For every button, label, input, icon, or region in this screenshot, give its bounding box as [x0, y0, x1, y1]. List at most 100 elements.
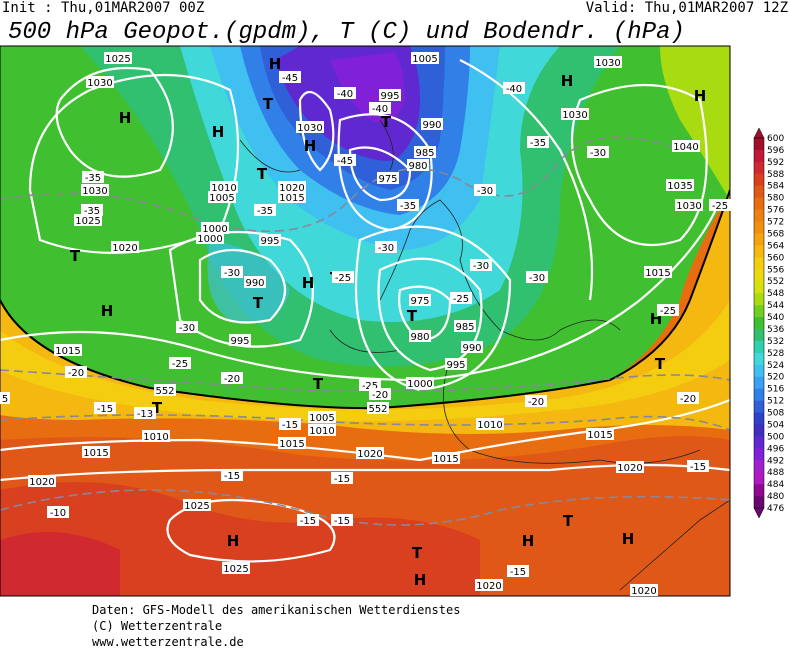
contour-label: 1010 [477, 420, 502, 431]
colorbar-swatch [754, 376, 764, 389]
contour-label: 990 [245, 278, 264, 289]
colorbar-label: 496 [767, 444, 784, 454]
contour-label-box [657, 304, 679, 316]
contour-label: -30 [590, 148, 606, 159]
contour-label: 1015 [645, 268, 670, 279]
contour-label-box [406, 377, 434, 389]
contour-label-box [331, 514, 353, 526]
contour-label-box [644, 266, 672, 278]
colorbar-label: 596 [767, 146, 784, 156]
contour-label: 1005 [309, 413, 334, 424]
contour-label-box [475, 579, 503, 591]
colorbar-label: 588 [767, 170, 784, 180]
contour-label-box [221, 372, 243, 384]
contour-label: -10 [50, 508, 66, 519]
contour-label-box [461, 341, 483, 353]
colorbar-swatch [754, 173, 764, 187]
pressure-center: T [655, 355, 666, 373]
contour-label: -35 [400, 201, 416, 212]
contour-label-box [445, 358, 467, 370]
colorbar-swatch [754, 197, 764, 210]
contour-label-box [476, 418, 504, 430]
contour-label: -45 [337, 156, 353, 167]
contour-label: 1015 [433, 454, 458, 465]
pressure-center: T [152, 399, 163, 417]
contour-label: 995 [230, 336, 249, 347]
contour-label: -30 [473, 261, 489, 272]
contour-label: -13 [137, 409, 153, 420]
contour-label: -15 [334, 516, 350, 527]
colorbar-label: 476 [767, 504, 784, 514]
colorbar-swatch [754, 257, 764, 270]
colorbar-label: 524 [767, 361, 784, 371]
contour-label: 1015 [55, 346, 80, 357]
contour-label-box [259, 234, 281, 246]
contour-label-box [104, 52, 132, 64]
contour-label: -30 [477, 186, 493, 197]
contour-label-box [134, 407, 156, 419]
pressure-center: T [263, 95, 274, 113]
colorbar-arrow [753, 507, 765, 519]
contour-label-box [142, 430, 170, 442]
contour-label: 1015 [83, 448, 108, 459]
colorbar-label: 544 [767, 301, 784, 311]
colorbar-label: 548 [767, 289, 784, 299]
pressure-center: T [412, 544, 423, 562]
contour-label-box [308, 424, 336, 436]
contour-label-box [208, 191, 236, 203]
contour-label-box [411, 52, 439, 64]
contour-label-box [254, 204, 276, 216]
contour-label-box [183, 499, 211, 511]
contour-label: 1035 [667, 181, 692, 192]
contour-label-box [278, 437, 306, 449]
contour-label: -35 [84, 206, 100, 217]
contour-label: 552 [368, 404, 387, 415]
contour-label-box [474, 184, 496, 196]
contour-label-box [503, 82, 525, 94]
colorbar-label: 556 [767, 265, 784, 275]
contour-label: 1025 [184, 501, 209, 512]
contour-label: -15 [224, 471, 240, 482]
contour-label: 975 [410, 296, 429, 307]
contour-label-box [407, 159, 429, 171]
contour-label-box [334, 87, 356, 99]
contour-label: 1010 [309, 426, 334, 437]
contour-label-box [278, 181, 306, 193]
contour-label: 1005 [412, 54, 437, 65]
colorbar-swatch [754, 388, 764, 401]
contour-label: 1040 [673, 142, 698, 153]
colorbar-label: 492 [767, 456, 784, 466]
contour-label-box [379, 89, 401, 101]
contour-label-box [210, 181, 238, 193]
pressure-center: T [563, 512, 574, 530]
valid-time: Valid: Thu,01MAR2007 12Z [586, 0, 788, 16]
colorbar-swatch [754, 209, 764, 222]
contour-label-box [409, 330, 431, 342]
colorbar-swatch [754, 233, 764, 246]
contour-label: 985 [455, 322, 474, 333]
contour-label-box [672, 140, 700, 152]
contour-label: -40 [337, 89, 353, 100]
contour-label: 1030 [676, 201, 701, 212]
contour-label: 1020 [631, 586, 656, 597]
colorbar-swatch [754, 149, 764, 163]
colorbar-label: 552 [767, 277, 784, 287]
contour-label-box [432, 452, 460, 464]
contour-label-box [356, 447, 384, 459]
pressure-center: H [227, 532, 240, 550]
contour-label-box [222, 562, 250, 574]
contour-label: 1030 [87, 78, 112, 89]
contour-label: 1025 [75, 216, 100, 227]
contour-label-box [377, 172, 399, 184]
contour-label-box [525, 395, 547, 407]
contour-label: -25 [335, 273, 351, 284]
colorbar-label: 520 [767, 373, 784, 383]
colorbar-frame [753, 137, 765, 509]
colorbar-swatch [754, 317, 764, 330]
contour-label: 1000 [202, 224, 227, 235]
contour-label-box [675, 199, 703, 211]
colorbar-swatch [754, 460, 764, 473]
pressure-center: H [694, 87, 707, 105]
colorbar-label: 572 [767, 218, 784, 228]
contour-label: 1020 [279, 183, 304, 194]
